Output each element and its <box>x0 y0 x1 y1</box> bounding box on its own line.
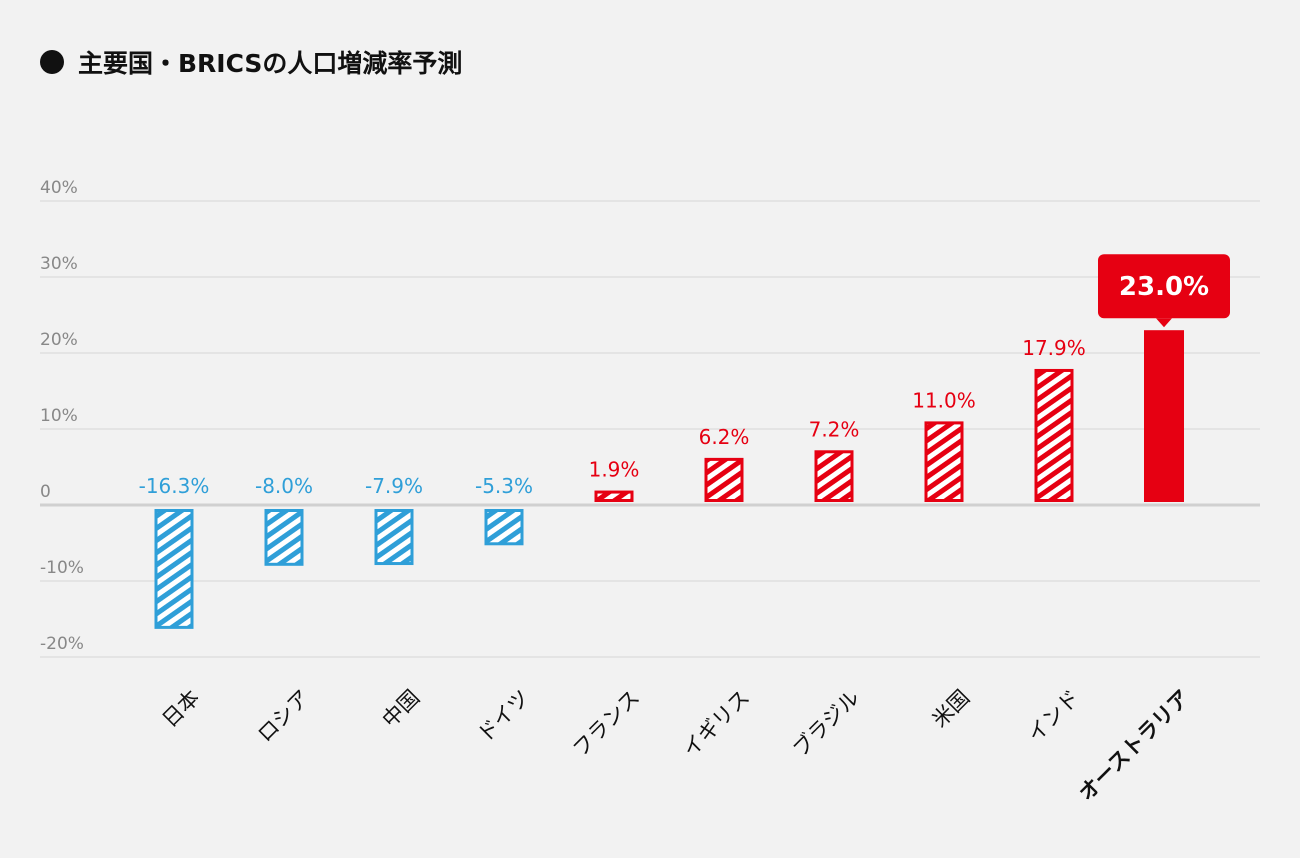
x-tick-label: 中国 <box>378 685 425 732</box>
chart-title-text: 主要国・BRICSの人口増減率予測 <box>78 49 463 78</box>
data-label: 7.2% <box>809 417 860 441</box>
data-label: -7.9% <box>365 474 423 498</box>
data-label: -16.3% <box>139 474 210 498</box>
data-label: -5.3% <box>475 474 533 498</box>
data-label: 11.0% <box>912 388 976 412</box>
y-tick-label: 40% <box>40 178 78 198</box>
x-tick-label: オーストラリア <box>1074 685 1194 805</box>
x-tick-label: ドイツ <box>473 685 535 747</box>
data-label: 6.2% <box>699 425 750 449</box>
value-labels-layer: -16.3% -8.0% -7.9% -5.3% 1.9% 6.2% 7.2% 11.0% 17… <box>139 254 1230 498</box>
x-tick-label: ロシア <box>253 685 315 747</box>
bar <box>1034 368 1074 502</box>
bar <box>264 509 304 566</box>
bar <box>924 421 964 502</box>
x-tick-label: ブラジル <box>788 685 864 761</box>
x-tick-label: 日本 <box>158 685 205 732</box>
bullet-dot-icon <box>40 50 64 74</box>
bar <box>704 457 744 503</box>
data-label: -8.0% <box>255 474 313 498</box>
grid-layer <box>40 200 1260 658</box>
y-tick-label: 10% <box>40 406 78 426</box>
chart-title: 主要国・BRICSの人口増減率予測 <box>40 44 462 80</box>
bar <box>154 509 194 629</box>
y-tick-label: -10% <box>40 558 84 578</box>
highlight-callout <box>1098 254 1230 319</box>
x-tick-label: 米国 <box>928 685 975 732</box>
bar <box>594 490 634 502</box>
data-label: 17.9% <box>1022 336 1086 360</box>
data-label: 23.0% <box>1119 272 1209 302</box>
x-tick-label: フランス <box>568 685 644 761</box>
y-tick-label: 20% <box>40 330 78 350</box>
y-axis: 40% 30% 20% 10% 0 -10% -20% <box>40 178 84 654</box>
bar <box>814 450 854 502</box>
x-tick-label: インド <box>1023 685 1085 747</box>
bar <box>1144 330 1184 502</box>
y-tick-label: 0 <box>40 482 51 502</box>
x-tick-label: イギリス <box>678 685 754 761</box>
y-tick-label: 30% <box>40 254 78 274</box>
data-label: 1.9% <box>589 458 640 482</box>
callout-pointer <box>1156 318 1172 328</box>
bars-layer <box>154 330 1184 629</box>
bar <box>484 509 524 546</box>
bar <box>374 509 414 566</box>
y-tick-label: -20% <box>40 634 84 654</box>
